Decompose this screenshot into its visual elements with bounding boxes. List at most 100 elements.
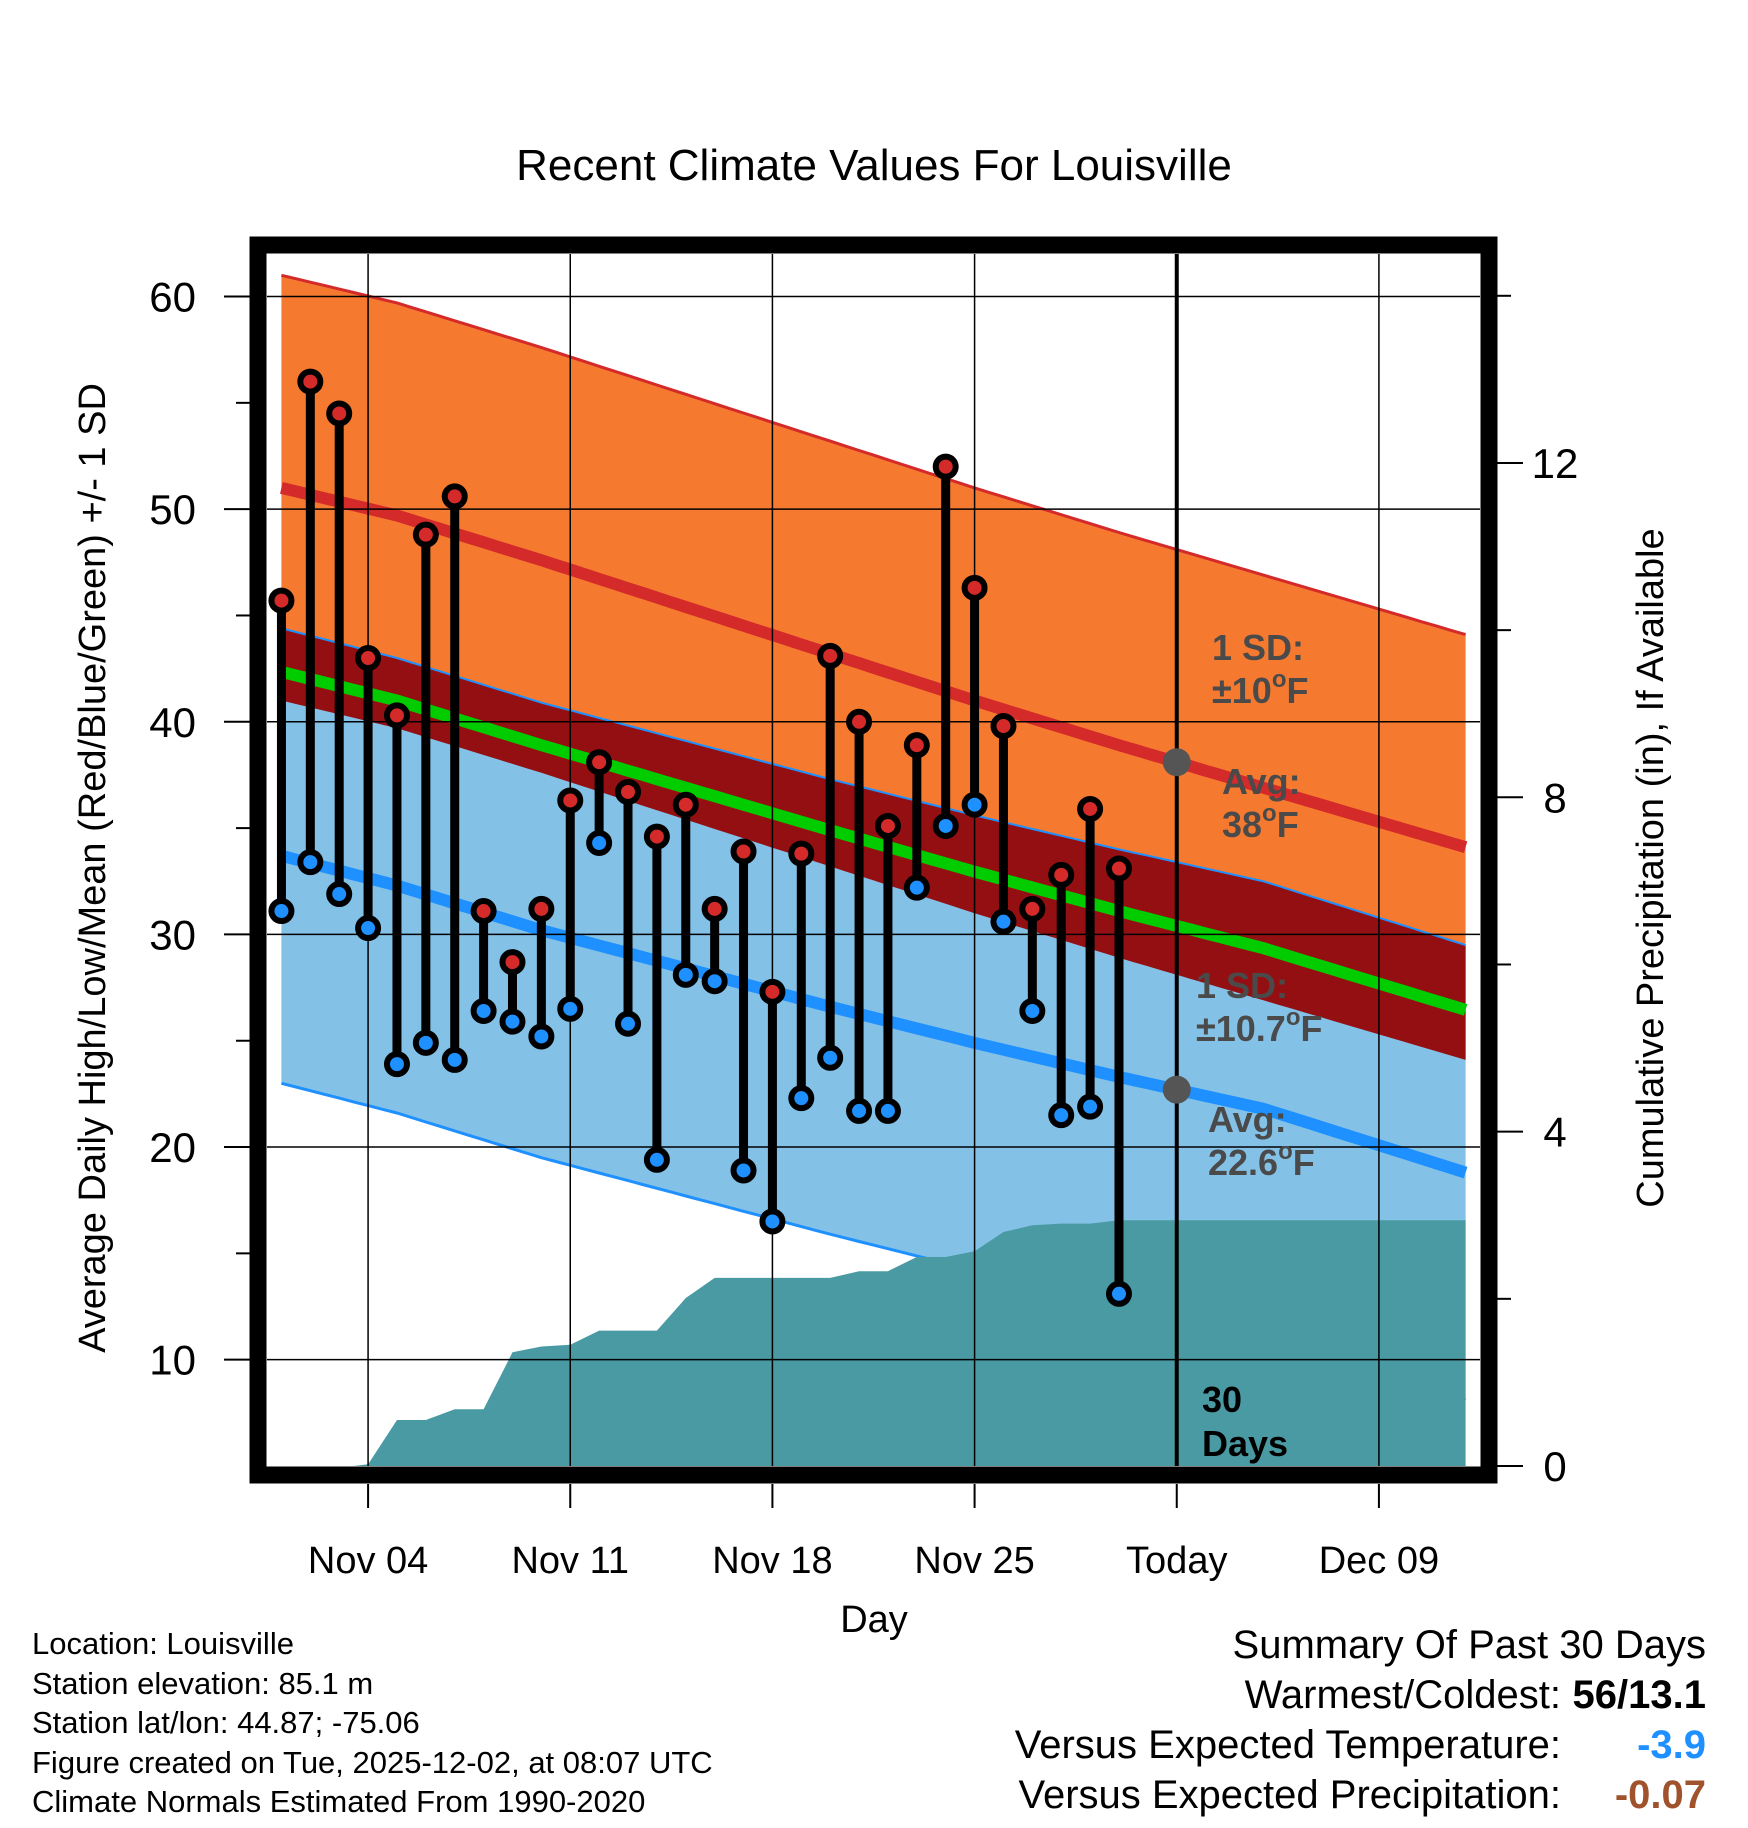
daily-high-point xyxy=(297,368,324,395)
daily-high-point xyxy=(990,713,1017,740)
y2-tick-label: 8 xyxy=(1543,774,1566,821)
summary-precip-row: Versus Expected Precipitation: -0.07 xyxy=(1015,1770,1706,1820)
y-axis-left: 10 20 30 40 50 60 xyxy=(149,274,250,1384)
y-axis-label: Average Daily High/Low/Mean (Red/Blue/Gr… xyxy=(72,383,114,1353)
daily-low-point xyxy=(759,1208,786,1235)
x-tick-label: Dec 09 xyxy=(1319,1540,1439,1582)
daily-high-point xyxy=(1077,795,1104,822)
normal-high-today-marker xyxy=(1162,748,1191,777)
plot-frame xyxy=(249,236,1498,1484)
chart-title: Recent Climate Values For Louisville xyxy=(516,141,1232,190)
precip-deviation-value: -0.07 xyxy=(1614,1773,1706,1817)
high-avg-value: 38oF xyxy=(1222,800,1299,845)
normal-mean-line xyxy=(279,665,1468,1016)
daily-high-point xyxy=(586,749,613,776)
daily-high-point xyxy=(672,791,699,818)
x-tick-label: Nov 04 xyxy=(308,1540,428,1582)
summary-warmest-row: Warmest/Coldest: 56/13.1 xyxy=(1015,1670,1706,1720)
daily-low-point xyxy=(1077,1093,1104,1120)
daily-low-point xyxy=(990,908,1017,935)
station-latlon: Station lat/lon: 44.87; -75.06 xyxy=(32,1705,420,1740)
normal-low-today-marker xyxy=(1162,1075,1191,1104)
daily-low-point xyxy=(817,1044,844,1071)
daily-low-point xyxy=(383,1051,410,1078)
daily-high-point xyxy=(470,898,497,925)
high-sd-value: ±10oF xyxy=(1212,666,1308,711)
plot-area xyxy=(267,254,1480,1466)
cumulative-precipitation-area xyxy=(281,1220,1466,1466)
daily-low-point xyxy=(701,968,728,995)
x-tick-label: Nov 18 xyxy=(712,1540,832,1582)
daily-high-point xyxy=(326,400,353,427)
daily-high-point xyxy=(355,645,382,671)
warmest-value: 56/13.1 xyxy=(1572,1673,1706,1717)
daily-high-point xyxy=(1105,855,1132,882)
grid xyxy=(267,254,1480,1466)
daily-low-point xyxy=(355,915,382,942)
x-axis: Nov 04 Nov 11 Nov 18 Nov 25 Today Dec 09 xyxy=(308,1484,1439,1582)
daily-high-point xyxy=(441,483,468,510)
y2-tick-label: 12 xyxy=(1532,440,1579,487)
daily-low-point xyxy=(499,1008,526,1035)
days-count-label: 30 xyxy=(1202,1379,1242,1420)
low-sd-value: ±10.7oF xyxy=(1196,1004,1323,1049)
daily-low-point xyxy=(788,1085,815,1112)
low-avg-label: Avg: xyxy=(1208,1099,1287,1140)
daily-observations xyxy=(268,368,1132,1307)
daily-low-point xyxy=(932,812,959,839)
daily-low-point xyxy=(268,898,295,925)
station-elevation: Station elevation: 85.1 m xyxy=(32,1665,374,1701)
daily-low-point xyxy=(1019,997,1046,1024)
daily-low-point xyxy=(586,829,613,856)
y2-tick-label: 0 xyxy=(1543,1443,1566,1490)
annotations: 1 SD: ±10oF Avg: 38oF 1 SD: ±10.7oF Avg:… xyxy=(1196,627,1323,1464)
low-sd-label: 1 SD: xyxy=(1196,965,1288,1006)
days-word-label: Days xyxy=(1202,1423,1288,1464)
y2-tick-label: 4 xyxy=(1543,1109,1566,1156)
daily-low-point xyxy=(961,791,988,818)
y-tick-label: 50 xyxy=(149,486,196,533)
daily-low-point xyxy=(528,1023,555,1050)
y-tick-label: 40 xyxy=(149,699,196,746)
station-location: Location: Louisville xyxy=(32,1626,294,1661)
daily-low-point xyxy=(643,1146,670,1173)
low-upper-edge xyxy=(281,627,1466,947)
daily-low-point xyxy=(874,1097,901,1124)
low-avg-value: 22.6oF xyxy=(1208,1138,1315,1183)
daily-low-point xyxy=(326,881,353,908)
high-avg-label: Avg: xyxy=(1222,761,1301,802)
daily-high-point xyxy=(730,838,757,865)
y2-axis-label: Cumulative Precipitation (in), If Availa… xyxy=(1630,528,1672,1207)
daily-high-point xyxy=(1019,895,1046,922)
daily-high-point xyxy=(643,823,670,850)
y-axis-right: 0 4 8 12 xyxy=(1497,294,1579,1490)
y-tick-label: 60 xyxy=(149,274,196,321)
daily-low-point xyxy=(557,995,584,1022)
x-axis-label: Day xyxy=(840,1599,908,1641)
daily-low-point xyxy=(1048,1102,1075,1129)
normals-period: Climate Normals Estimated From 1990-2020 xyxy=(32,1784,646,1819)
summary-panel: Summary Of Past 30 Days Warmest/Coldest:… xyxy=(1015,1620,1706,1820)
daily-high-point xyxy=(903,732,930,759)
normal-high-line xyxy=(280,482,1468,853)
x-tick-label: Today xyxy=(1126,1540,1227,1582)
daily-low-point xyxy=(470,997,497,1024)
daily-high-point xyxy=(412,521,439,548)
daily-high-point xyxy=(615,778,642,805)
station-info: Location: Louisville Station elevation: … xyxy=(32,1624,713,1822)
daily-high-point xyxy=(528,895,555,922)
figure-created: Figure created on Tue, 2025-12-02, at 08… xyxy=(32,1744,713,1780)
daily-high-point xyxy=(961,574,988,601)
daily-high-point xyxy=(846,708,873,735)
daily-high-point xyxy=(817,642,844,669)
daily-high-point xyxy=(759,978,786,1005)
daily-low-point xyxy=(615,1010,642,1037)
daily-low-point xyxy=(441,1046,468,1073)
daily-high-point xyxy=(701,895,728,922)
temp-deviation-value: -3.9 xyxy=(1637,1723,1706,1767)
daily-high-point xyxy=(932,453,959,480)
daily-high-point xyxy=(557,787,584,814)
daily-low-point xyxy=(412,1029,439,1056)
daily-low-point xyxy=(672,961,699,988)
daily-low-point xyxy=(1105,1280,1132,1307)
